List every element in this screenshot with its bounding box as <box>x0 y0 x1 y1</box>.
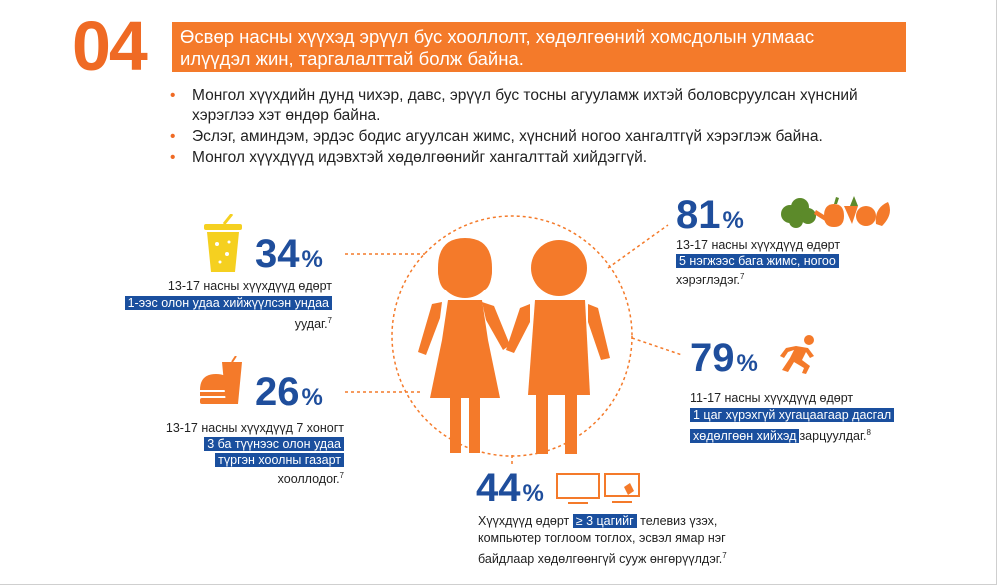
bullet-list: • Монгол хүүхдийн дунд чихэр, давс, эрүү… <box>170 86 930 169</box>
stat-drinks-value: 34% <box>255 232 323 276</box>
ref-superscript: 7 <box>739 272 745 281</box>
stat-fastfood-highlight-2: түргэн хоолны газарт <box>215 453 344 467</box>
ref-superscript: 7 <box>339 471 344 480</box>
connector-vegetables <box>607 224 669 269</box>
stat-vegetables-value: 81% <box>676 193 744 237</box>
stat-vegetables-highlight: 5 нэгжээс бага жимс, ногоо <box>676 254 839 268</box>
stat-screen-line3: байдлаар хөдөлгөөнгүй сууж өнгөрүүлдэг. <box>478 552 723 567</box>
tv-icon <box>556 473 600 504</box>
bullet-item: • Монгол хүүхдийн дунд чихэр, давс, эрүү… <box>170 86 892 126</box>
stat-screen-highlight: ≥ 3 цагийг <box>572 514 637 528</box>
fast-food-icon <box>200 356 242 404</box>
stat-exercise-highlight-1: 1 цаг хүрэхгүй хугацаагаар дасгал <box>690 408 895 422</box>
stat-screen-description: Хүүхдүүд өдөрт ≥ 3 цагийг телевиз үзэх, … <box>478 513 798 568</box>
bullet-text: Эслэг, аминдэм, эрдэс бодис агуулсан жим… <box>192 128 823 145</box>
stat-vegetables-line3: хэрэглэдэг. <box>676 273 740 288</box>
stat-screen-value: 44% <box>476 466 544 510</box>
ref-superscript: 7 <box>327 316 332 325</box>
vegetables-icon <box>781 196 890 228</box>
stat-drinks-line3: уудаг. <box>294 317 328 332</box>
stat-fastfood-description: 13-17 насны хүүхдүүд 7 хоногт 3 ба түүнэ… <box>80 420 344 487</box>
section-number: 04 <box>72 7 148 85</box>
connector-exercise <box>631 337 683 356</box>
computer-icon <box>604 473 640 503</box>
bullet-item: • Эслэг, аминдэм, эрдэс бодис агуулсан ж… <box>170 127 930 147</box>
bullet-text: Монгол хүүхдүүд идэвхтэй хөдөлгөөнийг ха… <box>192 149 648 166</box>
stat-vegetables-line1: 13-17 насны хүүхдүүд өдөрт <box>676 238 841 252</box>
stat-screen-line1-pre: Хүүхдүүд өдөрт <box>478 514 570 528</box>
ref-superscript: 8 <box>866 428 871 437</box>
stat-vegetables-description: 13-17 насны хүүхдүүд өдөрт 5 нэгжээс баг… <box>676 237 906 288</box>
stat-exercise-line3: зарцуулдаг. <box>799 429 867 444</box>
ref-superscript: 7 <box>722 551 727 560</box>
boy-girl-icon <box>418 238 610 454</box>
stat-fastfood-line1: 13-17 насны хүүхдүүд 7 хоногт <box>165 421 344 435</box>
stat-exercise-value: 79% <box>690 336 758 380</box>
stat-screen-line2: компьютер тоглоом тоглох, эсвэл ямар нэг <box>478 531 726 545</box>
stat-fastfood-highlight-1: 3 ба түүнээс олон удаа <box>204 437 344 451</box>
banner-line-1: Өсвөр насны хүүхэд эрүүл бус хооллолт, х… <box>180 26 815 47</box>
soft-drink-icon <box>204 214 242 272</box>
bullet-dot-icon: • <box>170 149 176 166</box>
stat-drinks-highlight: 1-ээс олон удаа хийжүүлсэн ундаа <box>124 296 332 310</box>
stat-exercise-highlight-2: хөдөлгөөн хийхэд <box>690 429 800 444</box>
stat-exercise-line1: 11-17 насны хүүхдүүд өдөрт <box>690 391 854 405</box>
figure-circle <box>391 215 633 457</box>
bullet-text: Монгол хүүхдийн дунд чихэр, давс, эрүүл … <box>192 87 858 124</box>
section-banner: Өсвөр насны хүүхэд эрүүл бус хооллолт, х… <box>172 22 906 72</box>
bullet-item: • Монгол хүүхдүүд идэвхтэй хөдөлгөөнийг … <box>170 148 930 168</box>
stat-drinks-line1: 13-17 насны хүүхдүүд өдөрт <box>167 279 332 293</box>
bullet-dot-icon: • <box>170 128 176 145</box>
stat-exercise-description: 11-17 насны хүүхдүүд өдөрт 1 цаг хүрэхгү… <box>690 390 930 445</box>
banner-line-2: илүүдэл жин, таргалалттай болж байна. <box>180 48 524 69</box>
stat-drinks-description: 13-17 насны хүүхдүүд өдөрт 1-ээс олон уд… <box>80 278 332 333</box>
stat-screen-line1-post: телевиз үзэх, <box>640 514 718 528</box>
stat-fastfood-line4: хооллодог. <box>277 472 340 487</box>
running-person-icon <box>780 335 814 374</box>
stat-fastfood-value: 26% <box>255 370 323 414</box>
bullet-dot-icon: • <box>170 87 176 104</box>
